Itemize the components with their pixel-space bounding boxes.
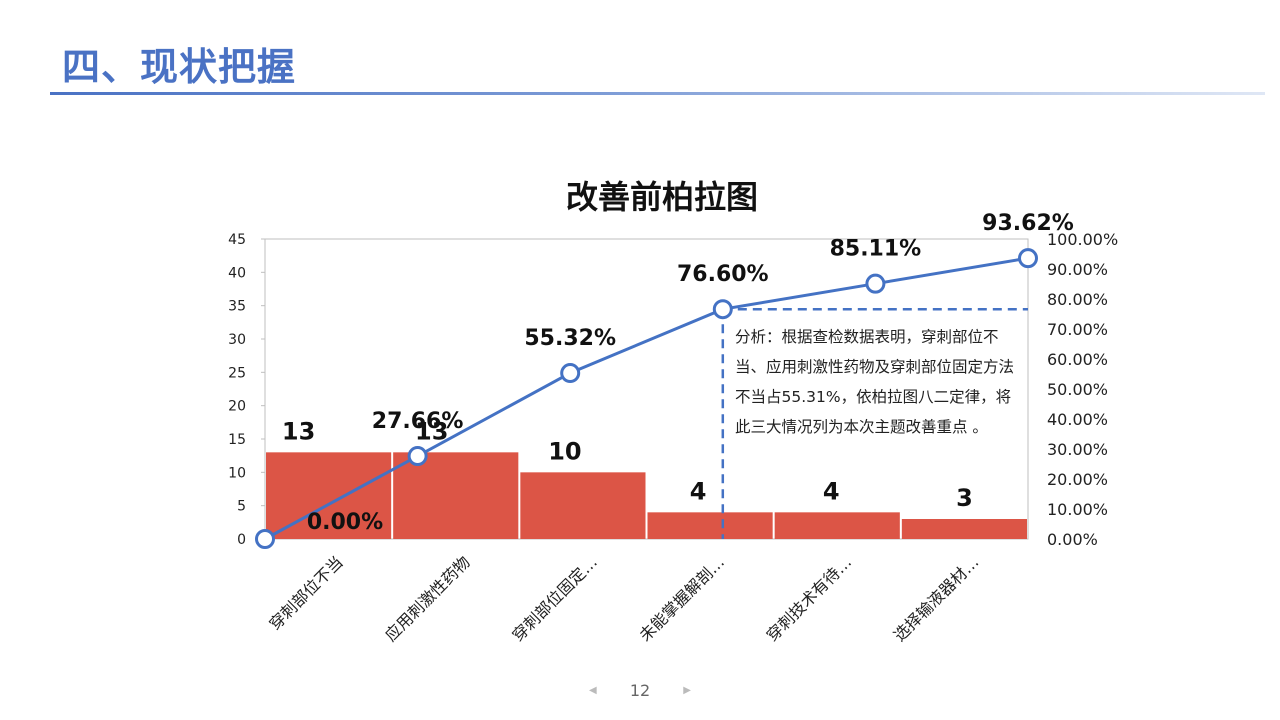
cumulative-value-label: 27.66% (372, 409, 464, 434)
bar-value-label: 4 (690, 477, 707, 505)
category-label: 穿刺部位固定… (508, 552, 601, 645)
cumulative-point (712, 299, 733, 320)
right-axis-tick-label: 50.00% (1047, 380, 1108, 399)
bar (901, 519, 1027, 539)
page-navigator: ◀ 12 ▶ (0, 680, 1280, 706)
cumulative-line (264, 256, 1029, 541)
title-underline (50, 92, 1265, 95)
right-axis-tick-label: 90.00% (1047, 260, 1108, 279)
analysis-text: 分析：根据查检数据表明，穿刺部位不当、应用刺激性药物及穿刺部位固定方法不当占55… (735, 328, 1015, 436)
category-label: 穿刺技术有待… (763, 552, 856, 645)
page-number: 12 (629, 681, 651, 700)
left-axis-tick-label: 45 (228, 232, 246, 248)
plot-area (264, 238, 1029, 540)
right-axis-tick-label: 10.00% (1047, 500, 1108, 519)
left-axis-tick-label: 5 (237, 499, 246, 515)
right-axis-tick-label: 70.00% (1047, 320, 1108, 339)
right-axis-tick-label: 40.00% (1047, 410, 1108, 429)
cumulative-value-label: 93.62% (982, 211, 1074, 236)
cumulative-point (1018, 248, 1038, 269)
bar (647, 512, 773, 539)
page-title: 四、现状把握 (62, 45, 297, 89)
category-label: 应用刺激性药物 (381, 552, 474, 645)
cumulative-value-label: 0.00% (307, 510, 383, 535)
left-axis-tick-label: 25 (228, 365, 246, 381)
chart-title: 改善前柏拉图 (566, 178, 758, 216)
triangle-right-icon[interactable]: ▶ (683, 685, 691, 696)
right-axis-tick-label: 100.00% (1047, 230, 1118, 249)
category-label: 未能掌握解剖… (636, 552, 729, 645)
right-axis-tick-label: 20.00% (1047, 470, 1108, 489)
right-axis-tick-label: 80.00% (1047, 290, 1108, 309)
bar (393, 452, 519, 539)
category-label: 穿刺部位不当 (265, 552, 346, 633)
bar (266, 452, 392, 539)
bar (774, 512, 900, 539)
left-axis-tick-label: 20 (228, 399, 246, 415)
right-axis-tick-label: 60.00% (1047, 350, 1108, 369)
bar-value-label: 13 (282, 417, 315, 445)
left-axis-tick-label: 30 (228, 332, 246, 348)
bar (520, 472, 646, 539)
left-axis-tick-label: 0 (237, 532, 246, 548)
cumulative-value-label: 76.60% (677, 262, 769, 287)
left-axis-tick-label: 10 (228, 465, 246, 481)
left-axis-tick-label: 40 (228, 265, 246, 281)
right-axis-tick-label: 0.00% (1047, 530, 1098, 549)
left-axis-tick-label: 35 (228, 299, 246, 315)
cumulative-point (560, 363, 581, 384)
bar-value-label: 10 (548, 437, 581, 465)
cumulative-point (865, 273, 886, 294)
left-axis-tick-label: 15 (228, 432, 246, 448)
triangle-left-icon[interactable]: ◀ (589, 685, 597, 696)
cumulative-value-label: 55.32% (524, 326, 616, 351)
cumulative-point (407, 446, 428, 467)
bar-value-label: 3 (956, 484, 973, 512)
cumulative-value-label: 85.11% (830, 237, 922, 262)
cumulative-point (255, 529, 275, 549)
category-label: 选择输液器材… (890, 552, 983, 645)
right-axis-tick-label: 30.00% (1047, 440, 1108, 459)
bar-value-label: 4 (823, 477, 840, 505)
